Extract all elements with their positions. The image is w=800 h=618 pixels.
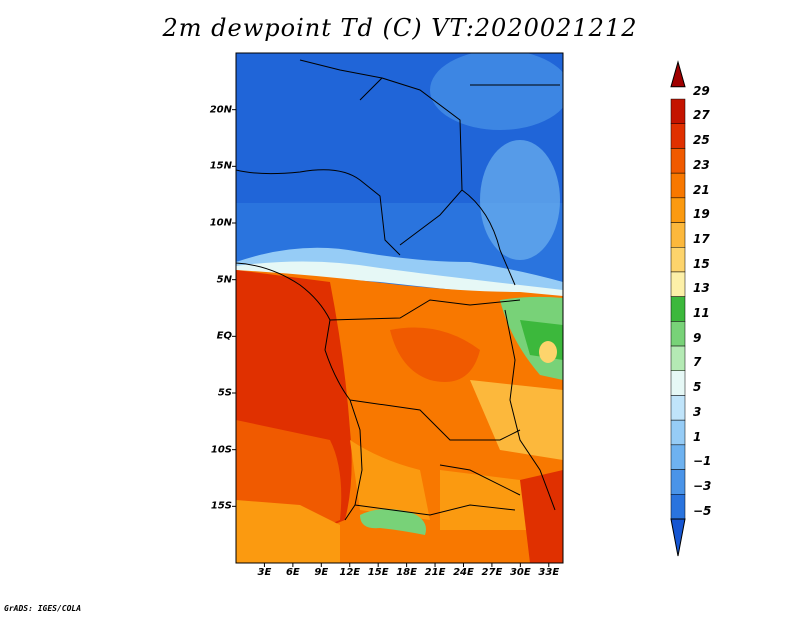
lon-label: 27E — [481, 567, 503, 578]
colorbar-swatch — [670, 419, 686, 446]
colorbar-swatch — [670, 247, 686, 273]
lat-label: 15N — [209, 160, 232, 172]
credit-text: GrADS: IGES/COLA — [4, 604, 82, 613]
lon-label: 15E — [367, 567, 389, 578]
colorbar-label: 1 — [693, 429, 702, 444]
colorbar-bottom-arrow — [670, 518, 686, 557]
lon-label: 24E — [453, 567, 474, 578]
colorbar-swatch — [670, 296, 686, 322]
colorbar-label: 3 — [693, 404, 702, 419]
colorbar-label: 19 — [693, 207, 710, 222]
lat-label: 10S — [210, 444, 232, 456]
colorbar-swatch — [670, 444, 686, 470]
lat-label: 5S — [217, 387, 232, 399]
lon-label: 30E — [509, 567, 531, 578]
colorbar — [670, 60, 686, 557]
colorbar-label: 29 — [693, 83, 710, 98]
colorbar-swatch — [670, 494, 686, 520]
lat-label: 10N — [209, 217, 232, 229]
colorbar-label: 25 — [693, 133, 710, 148]
colorbar-swatch — [670, 321, 686, 347]
colorbar-swatch — [670, 469, 686, 495]
colorbar-label: −3 — [693, 478, 712, 493]
colorbar-swatch — [670, 271, 686, 297]
colorbar-label: 9 — [693, 330, 702, 345]
lon-label: 18E — [396, 567, 417, 578]
lat-label: EQ — [216, 330, 232, 342]
colorbar-label: 7 — [693, 355, 702, 370]
dewpoint-field — [236, 53, 563, 563]
map-title: 2m dewpoint Td (C) VT:2020021212 — [162, 14, 638, 42]
lon-label: 21E — [424, 567, 446, 578]
lon-label: 9E — [314, 567, 329, 578]
colorbar-label: 21 — [693, 182, 710, 197]
colorbar-label: 13 — [693, 281, 710, 296]
colorbar-swatch — [670, 222, 686, 248]
colorbar-swatch — [670, 197, 686, 223]
lat-label: 20N — [209, 104, 232, 116]
colorbar-top-arrow — [670, 60, 686, 88]
colorbar-swatch — [670, 123, 686, 149]
colorbar-swatch — [670, 172, 686, 199]
lat-label: 5N — [216, 274, 232, 286]
colorbar-swatch — [670, 395, 686, 421]
colorbar-label: −5 — [693, 503, 712, 518]
colorbar-label: −1 — [693, 454, 712, 469]
lon-label: 3E — [257, 567, 272, 578]
colorbar-swatch — [670, 98, 686, 125]
colorbar-swatch — [670, 370, 686, 396]
colorbar-label: 17 — [693, 231, 710, 246]
colorbar-label: 27 — [693, 108, 710, 123]
colorbar-label: 11 — [693, 306, 710, 320]
lon-label: 6E — [285, 567, 300, 578]
colorbar-swatch — [670, 345, 686, 371]
lon-label: 12E — [339, 567, 361, 578]
lon-label: 33E — [538, 567, 560, 578]
axis-ticks — [232, 109, 550, 567]
colorbar-label: 23 — [693, 157, 710, 172]
colorbar-label: 5 — [693, 380, 702, 395]
map-frame — [235, 52, 564, 564]
colorbar-label: 15 — [693, 256, 710, 271]
country-borders — [236, 59, 560, 521]
lat-label: 15S — [210, 500, 232, 512]
colorbar-swatch — [670, 148, 686, 174]
